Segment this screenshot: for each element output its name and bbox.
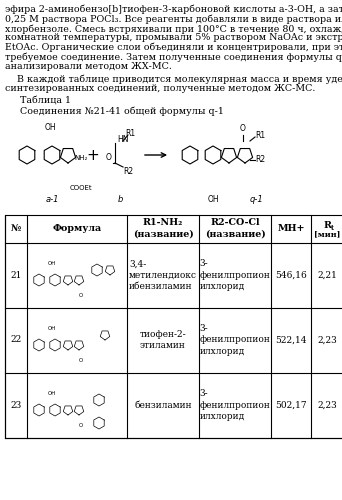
- Text: q-1: q-1: [250, 196, 264, 204]
- Text: 22: 22: [10, 336, 22, 344]
- Text: EtOAc. Органические слои объединяли и концентрировали, при этом получали: EtOAc. Органические слои объединяли и ко…: [5, 43, 342, 52]
- Text: 3-
фенилпропион
илхлорид: 3- фенилпропион илхлорид: [200, 260, 271, 290]
- Text: NH₂: NH₂: [74, 155, 87, 161]
- Text: OH: OH: [48, 261, 56, 266]
- Text: t: t: [330, 224, 333, 232]
- Bar: [5, 214, 342, 438]
- Text: R2: R2: [255, 156, 265, 164]
- Text: COOEt: COOEt: [70, 184, 93, 190]
- Text: MH+: MH+: [277, 224, 305, 233]
- Text: тиофен-2-
этиламин: тиофен-2- этиламин: [140, 330, 186, 350]
- Text: a-1: a-1: [45, 196, 59, 204]
- Text: O: O: [79, 358, 83, 363]
- Text: Таблица 1: Таблица 1: [20, 96, 71, 106]
- Text: эфира 2-аминобензо[b]тиофен-3-карбоновой кислоты а-3-ОН, а затем 200 мкл: эфира 2-аминобензо[b]тиофен-3-карбоновой…: [5, 5, 342, 15]
- Text: требуемое соединение. Затем полученные соединения формулы q-3-ОН: требуемое соединение. Затем полученные с…: [5, 52, 342, 62]
- Text: [мин]: [мин]: [314, 230, 341, 238]
- Text: 0,25 М раствора POCl₃. Все реагенты добавляли в виде раствора или суспензии в: 0,25 М раствора POCl₃. Все реагенты доба…: [5, 14, 342, 24]
- Text: 3-
фенилпропион
илхлорид: 3- фенилпропион илхлорид: [200, 390, 271, 420]
- Text: №: №: [11, 224, 21, 233]
- Text: 3-
фенилпропион
илхлорид: 3- фенилпропион илхлорид: [200, 324, 271, 356]
- Text: OH: OH: [44, 122, 56, 132]
- Text: Формула: Формула: [52, 224, 102, 233]
- Text: R: R: [324, 221, 331, 230]
- Text: 546,16: 546,16: [275, 270, 307, 280]
- Text: HN: HN: [117, 136, 129, 144]
- Text: 522,14: 522,14: [275, 336, 307, 344]
- Text: b: b: [117, 196, 123, 204]
- Text: 2,23: 2,23: [318, 400, 337, 409]
- Text: R2: R2: [123, 166, 133, 175]
- Text: R2-CO-Cl
(название): R2-CO-Cl (название): [205, 218, 265, 238]
- Text: 2,21: 2,21: [318, 270, 338, 280]
- Text: 502,17: 502,17: [275, 400, 307, 409]
- Text: OH: OH: [48, 391, 56, 396]
- Text: 21: 21: [10, 270, 22, 280]
- Text: комнатной температуры, промывали 5% раствором NaOAc и экстрагировали: комнатной температуры, промывали 5% раст…: [5, 34, 342, 42]
- Text: Соединения №21-41 общей формулы q-1: Соединения №21-41 общей формулы q-1: [20, 106, 224, 116]
- Text: бензиламин: бензиламин: [134, 400, 192, 409]
- Text: R1: R1: [255, 130, 265, 140]
- Text: +: +: [87, 148, 100, 162]
- Text: 23: 23: [10, 400, 22, 409]
- Text: O: O: [240, 124, 246, 133]
- Text: O: O: [79, 293, 83, 298]
- Text: 3,4-
метилендиокс
ибензиламин: 3,4- метилендиокс ибензиламин: [129, 260, 197, 290]
- Text: 2,23: 2,23: [318, 336, 337, 344]
- Text: R1-NH₂
(название): R1-NH₂ (название): [133, 218, 193, 238]
- Text: В каждой таблице приводится молекулярная масса и время удерживания: В каждой таблице приводится молекулярная…: [5, 74, 342, 84]
- Text: синтезированных соединений, полученные методом ЖС-МС.: синтезированных соединений, полученные м…: [5, 84, 315, 93]
- Text: O: O: [79, 423, 83, 428]
- Text: OH: OH: [207, 196, 219, 204]
- Text: анализировали методом ЖХ-МС.: анализировали методом ЖХ-МС.: [5, 62, 172, 71]
- Text: R1: R1: [125, 128, 135, 138]
- Text: OH: OH: [48, 326, 56, 331]
- Text: хлорбензоле. Смесь встряхивали при 100°С в течение 80 ч, охлаждали до: хлорбензоле. Смесь встряхивали при 100°С…: [5, 24, 342, 34]
- Text: O: O: [105, 152, 111, 162]
